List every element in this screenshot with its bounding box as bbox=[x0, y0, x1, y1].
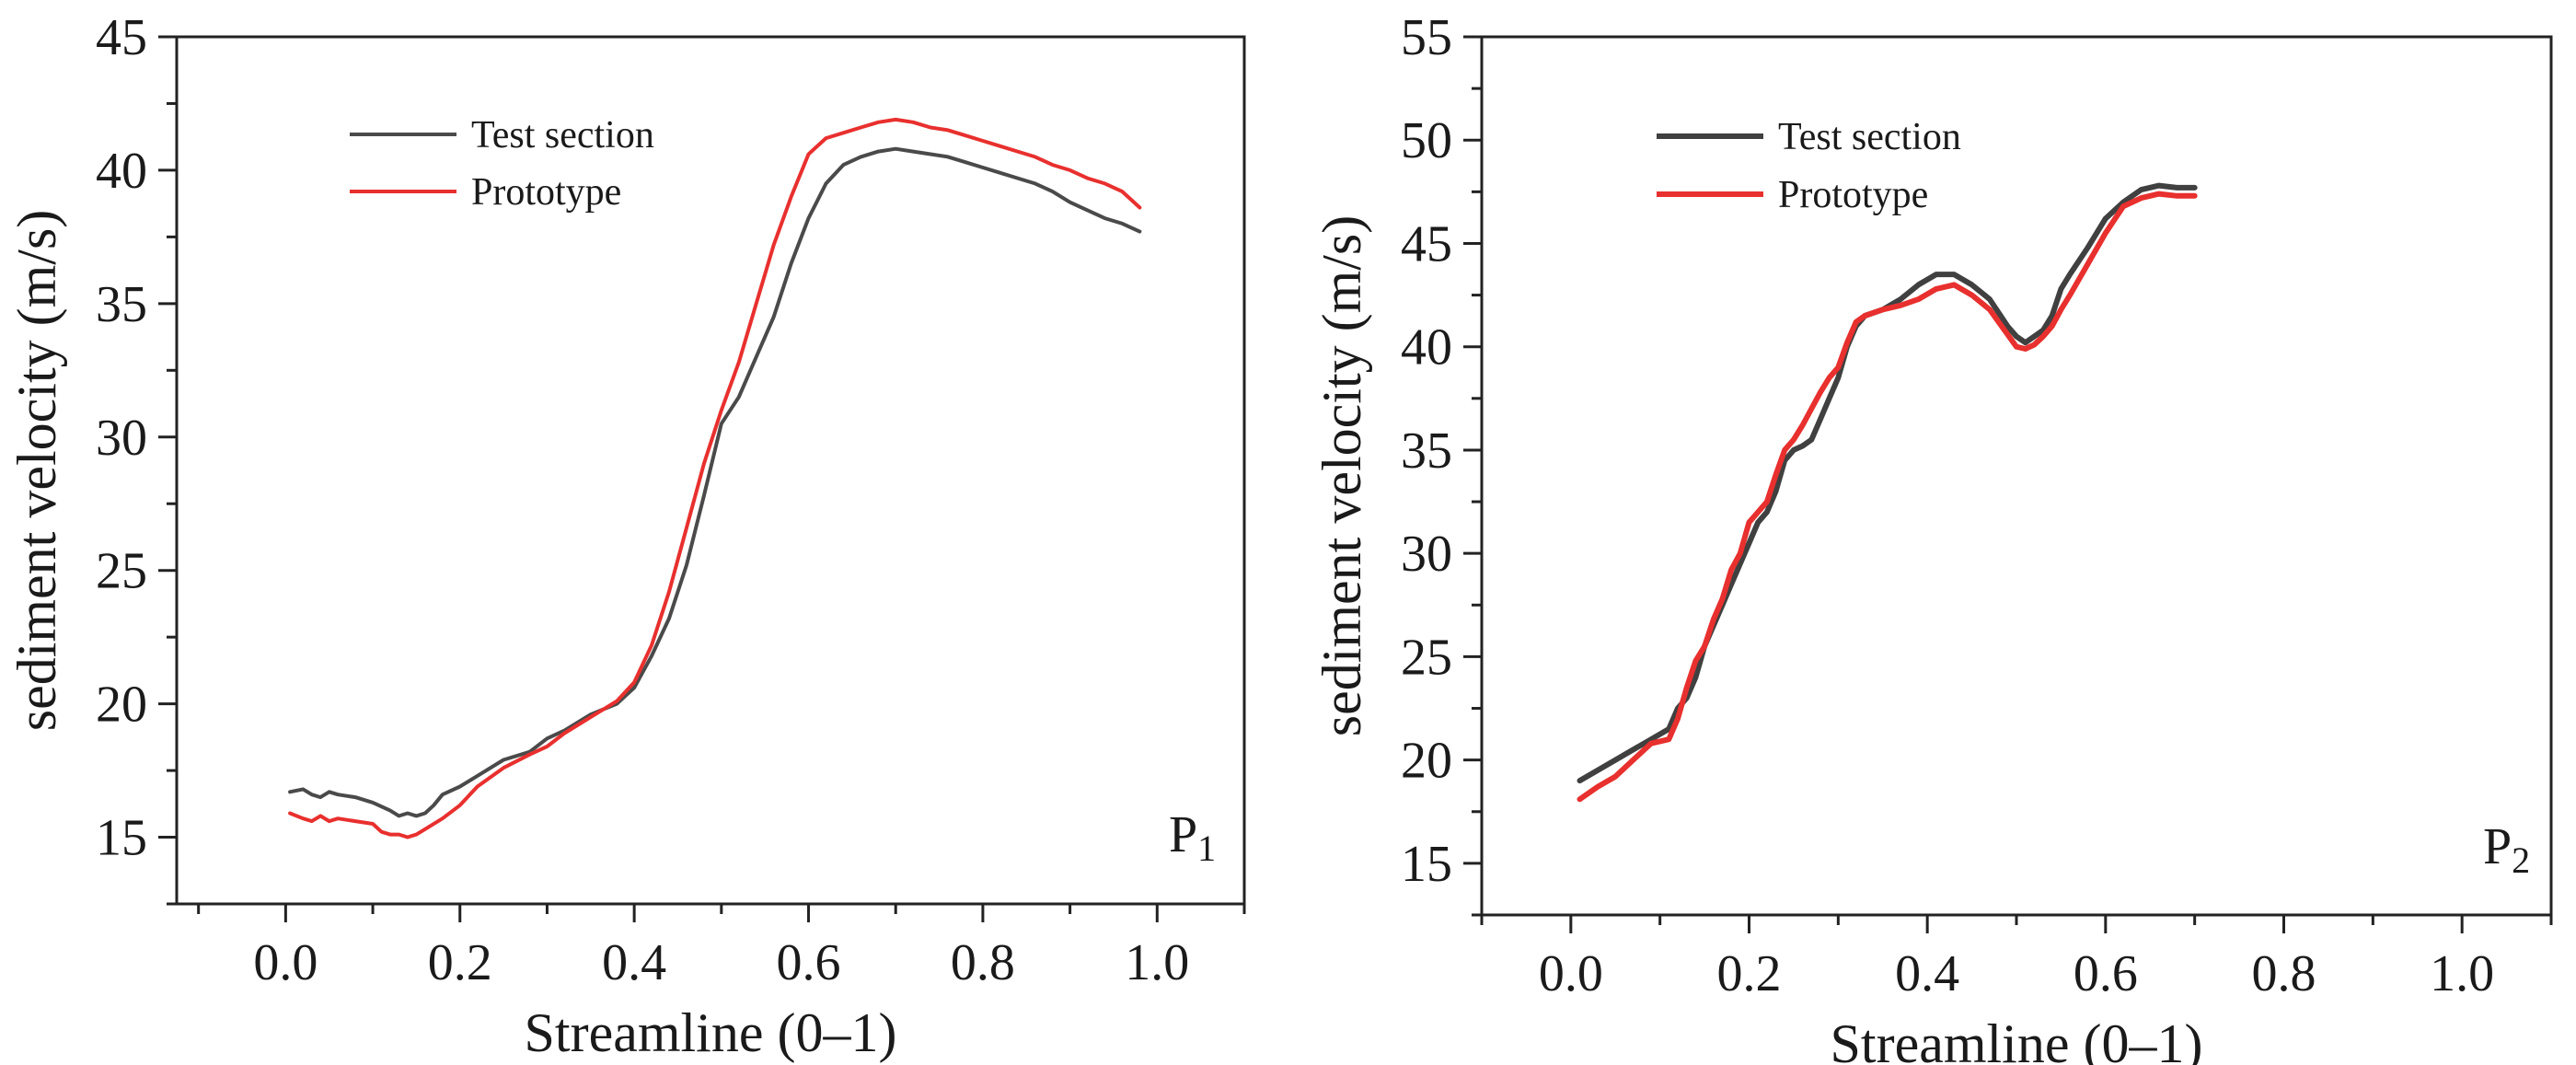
series-line-test-section bbox=[1577, 182, 2198, 784]
y-tick-label: 30 bbox=[1401, 526, 1452, 583]
y-tick-label: 20 bbox=[96, 677, 147, 734]
y-tick-label: 40 bbox=[96, 143, 147, 200]
x-tick-label: 0.0 bbox=[253, 934, 318, 991]
series-line-test-section bbox=[288, 146, 1142, 818]
legend-label-prototype: Prototype bbox=[1778, 174, 1928, 216]
x-axis-title: Streamline (0–1) bbox=[525, 1002, 897, 1063]
y-tick-label: 50 bbox=[1401, 112, 1452, 169]
x-tick-label: 0.4 bbox=[1895, 945, 1959, 1002]
legend-label-test-section: Test section bbox=[471, 114, 654, 156]
y-axis-title: sediment velocity (m/s) bbox=[1311, 215, 1372, 737]
legend: Test section Prototype bbox=[1657, 116, 1961, 216]
y-tick-label: 55 bbox=[1401, 9, 1452, 66]
x-tick-label: 0.2 bbox=[428, 934, 492, 991]
y-tick-label: 40 bbox=[1401, 319, 1452, 376]
y-tick-label: 35 bbox=[1401, 423, 1452, 480]
x-tick-label: 0.6 bbox=[2074, 945, 2138, 1002]
panel-label: P1 bbox=[1169, 806, 1216, 869]
y-tick-label: 25 bbox=[96, 543, 147, 600]
legend-label-test-section: Test section bbox=[1778, 116, 1961, 158]
panel-label-subscript: 1 bbox=[1197, 828, 1216, 869]
legend: Test section Prototype bbox=[350, 114, 654, 214]
y-tick-label: 25 bbox=[1401, 629, 1452, 686]
axis-ticks: 0.0 0.2 0.4 0.6 0.8 1.0 15 20 25 30 35 40 45 bbox=[96, 9, 1246, 991]
x-tick-label: 0.6 bbox=[777, 934, 841, 991]
y-tick-label: 15 bbox=[1401, 836, 1452, 893]
axis-ticks: 0.0 0.2 0.4 0.6 0.8 1.0 15 20 25 30 35 40 45 50 55 bbox=[1401, 9, 2553, 1002]
x-tick-label: 0.8 bbox=[2252, 945, 2316, 1002]
y-tick-label: 20 bbox=[1401, 733, 1452, 790]
panel-label: P2 bbox=[2483, 818, 2530, 881]
panel-label-subscript: 2 bbox=[2512, 839, 2530, 881]
legend-label-prototype: Prototype bbox=[471, 171, 621, 214]
x-tick-label: 0.4 bbox=[602, 934, 666, 991]
x-tick-label: 0.0 bbox=[1539, 945, 1603, 1002]
y-tick-label: 45 bbox=[96, 9, 147, 66]
series-line-prototype bbox=[1577, 191, 2198, 803]
plot-frame bbox=[1480, 35, 2553, 917]
plot-frame bbox=[175, 35, 1246, 906]
y-tick-label: 45 bbox=[1401, 215, 1452, 272]
x-axis-title: Streamline (0–1) bbox=[1831, 1013, 2203, 1065]
panel-label-letter: P bbox=[2483, 818, 2512, 875]
y-tick-label: 15 bbox=[96, 810, 147, 867]
chart-marks bbox=[288, 117, 1142, 839]
chart-panel-p2: 0.0 0.2 0.4 0.6 0.8 1.0 15 20 25 30 35 40 45 50 55 Tes… bbox=[1311, 9, 2553, 1065]
chart-panel-p1: 0.0 0.2 0.4 0.6 0.8 1.0 15 20 25 30 35 40 45 Test se… bbox=[6, 9, 1246, 1063]
y-axis-title: sediment velocity (m/s) bbox=[6, 210, 67, 732]
y-tick-label: 30 bbox=[96, 410, 147, 467]
x-tick-label: 0.8 bbox=[951, 934, 1015, 991]
y-tick-label: 35 bbox=[96, 276, 147, 333]
x-tick-label: 1.0 bbox=[1125, 934, 1189, 991]
x-tick-label: 0.2 bbox=[1717, 945, 1782, 1002]
series-line-prototype bbox=[288, 117, 1142, 839]
x-tick-label: 1.0 bbox=[2430, 945, 2494, 1002]
panel-label-letter: P bbox=[1169, 806, 1197, 863]
chart-marks bbox=[1577, 182, 2198, 803]
